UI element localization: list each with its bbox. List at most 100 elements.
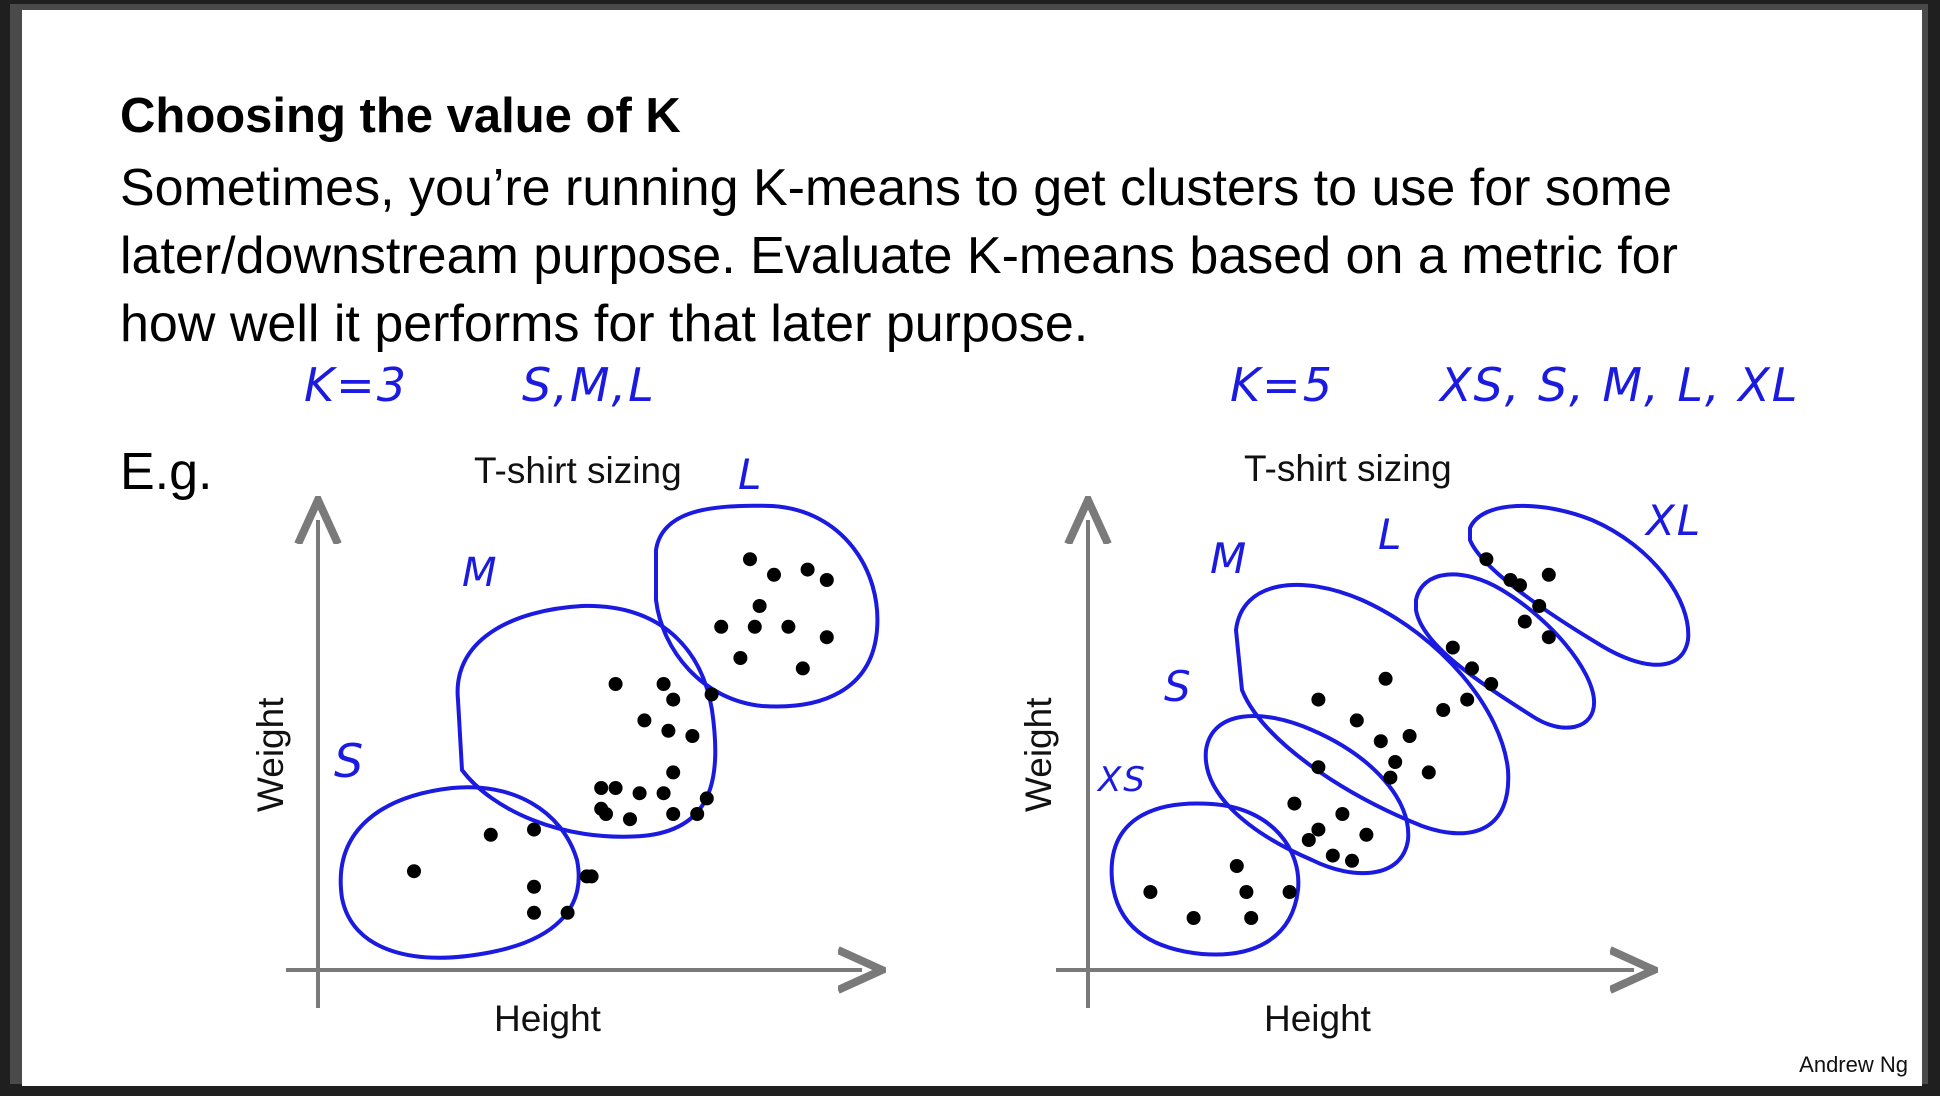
cluster-outline-m (455, 603, 718, 839)
data-point (714, 619, 729, 634)
data-point (1239, 885, 1254, 899)
data-point (781, 619, 796, 634)
data-point (666, 807, 681, 821)
cluster-outline-m-right (1233, 582, 1511, 836)
data-point (1301, 833, 1316, 847)
data-point (527, 905, 541, 920)
chart-left-xlabel: Height (494, 998, 601, 1039)
data-point (1311, 692, 1326, 707)
data-point (1541, 567, 1556, 582)
data-point (1388, 755, 1403, 769)
data-point (666, 692, 681, 707)
data-point (1359, 827, 1374, 842)
data-point (1383, 770, 1398, 785)
data-point (1143, 885, 1158, 899)
data-point (1282, 885, 1297, 899)
slide: Choosing the value of K Sometimes, you’r… (22, 10, 1922, 1086)
cluster-label-xs: XS (1098, 760, 1147, 800)
data-point (1517, 614, 1532, 629)
data-point (623, 812, 637, 827)
data-point (1287, 796, 1302, 811)
cluster-outline-s (338, 785, 581, 960)
data-point (579, 869, 594, 884)
data-point (608, 781, 623, 795)
chart-right-xlabel: Height (1264, 998, 1371, 1039)
data-point (747, 619, 762, 634)
cluster-label-s: S (334, 734, 366, 788)
data-point (1335, 807, 1350, 821)
data-point (632, 786, 647, 801)
data-point (1532, 599, 1547, 613)
slide-title: Choosing the value of K (120, 89, 681, 143)
data-point (1484, 677, 1499, 691)
annotation-right-sizes: XS, S, M, L, XL (1440, 358, 1800, 412)
data-point (1513, 578, 1527, 593)
data-point (704, 687, 719, 702)
data-point (1378, 671, 1393, 686)
data-point (483, 827, 498, 842)
data-point (767, 567, 781, 582)
cluster-label-l: L (738, 450, 764, 499)
data-point (1479, 552, 1494, 567)
data-point (1373, 734, 1388, 749)
data-point (752, 599, 767, 613)
data-point (685, 729, 700, 743)
data-point (699, 791, 714, 806)
annotation-left-k: K=3 (304, 358, 408, 412)
body-line-2: later/downstream purpose. Evaluate K-mea… (120, 227, 1678, 285)
data-point (599, 807, 613, 821)
data-point (1325, 848, 1340, 863)
scatter-plots (286, 10, 1691, 1008)
data-point (1402, 729, 1417, 743)
chart-right-title: T-shirt sizing (1244, 448, 1452, 489)
data-point (1311, 760, 1326, 775)
data-point (407, 864, 421, 879)
data-point (1465, 661, 1479, 676)
cluster-label-m: M (462, 550, 499, 596)
body-line-3: how well it performs for that later purp… (120, 295, 1089, 353)
data-point (743, 552, 757, 567)
cluster-label-xl: XL (1646, 496, 1703, 545)
cluster-label-m-right: M (1210, 534, 1249, 583)
body-line-1: Sometimes, you’re running K-means to get… (120, 159, 1673, 217)
data-point (795, 661, 810, 676)
data-point (1349, 713, 1364, 728)
cluster-outline-xs-right (1109, 801, 1301, 957)
data-point (527, 822, 541, 837)
data-point (1311, 822, 1326, 837)
cluster-outline-l (654, 503, 880, 709)
data-point (666, 765, 681, 780)
chart-left-points (407, 552, 834, 920)
chart-right-points (1143, 552, 1556, 925)
data-point (608, 677, 623, 691)
data-point (800, 562, 815, 577)
cluster-outline-s-right (1203, 714, 1411, 876)
cluster-outline-xl-right (1468, 503, 1691, 667)
data-point (527, 879, 541, 894)
screen-frame: Choosing the value of K Sometimes, you’r… (10, 4, 1928, 1086)
data-point (656, 677, 671, 691)
data-point (594, 781, 609, 795)
data-point (637, 713, 652, 728)
data-point (1244, 911, 1259, 925)
annotation-left-sizes: S,M,L (522, 358, 656, 412)
data-point (690, 807, 705, 821)
data-point (819, 573, 834, 587)
data-point (661, 723, 676, 738)
chart-left-title: T-shirt sizing (474, 450, 682, 491)
data-point (656, 786, 671, 801)
data-point (1421, 765, 1436, 780)
data-point (1541, 630, 1556, 645)
data-point (1186, 911, 1201, 925)
credit: Andrew Ng (1799, 1052, 1908, 1077)
cluster-label-l-right: L (1378, 510, 1404, 559)
data-point (1445, 640, 1460, 655)
data-point (1345, 853, 1359, 868)
data-point (1436, 703, 1451, 717)
data-point (819, 630, 834, 645)
data-point (733, 651, 748, 665)
data-point (1460, 692, 1475, 707)
data-point (560, 905, 575, 920)
example-label: E.g. (120, 443, 213, 501)
data-point (1229, 859, 1244, 873)
